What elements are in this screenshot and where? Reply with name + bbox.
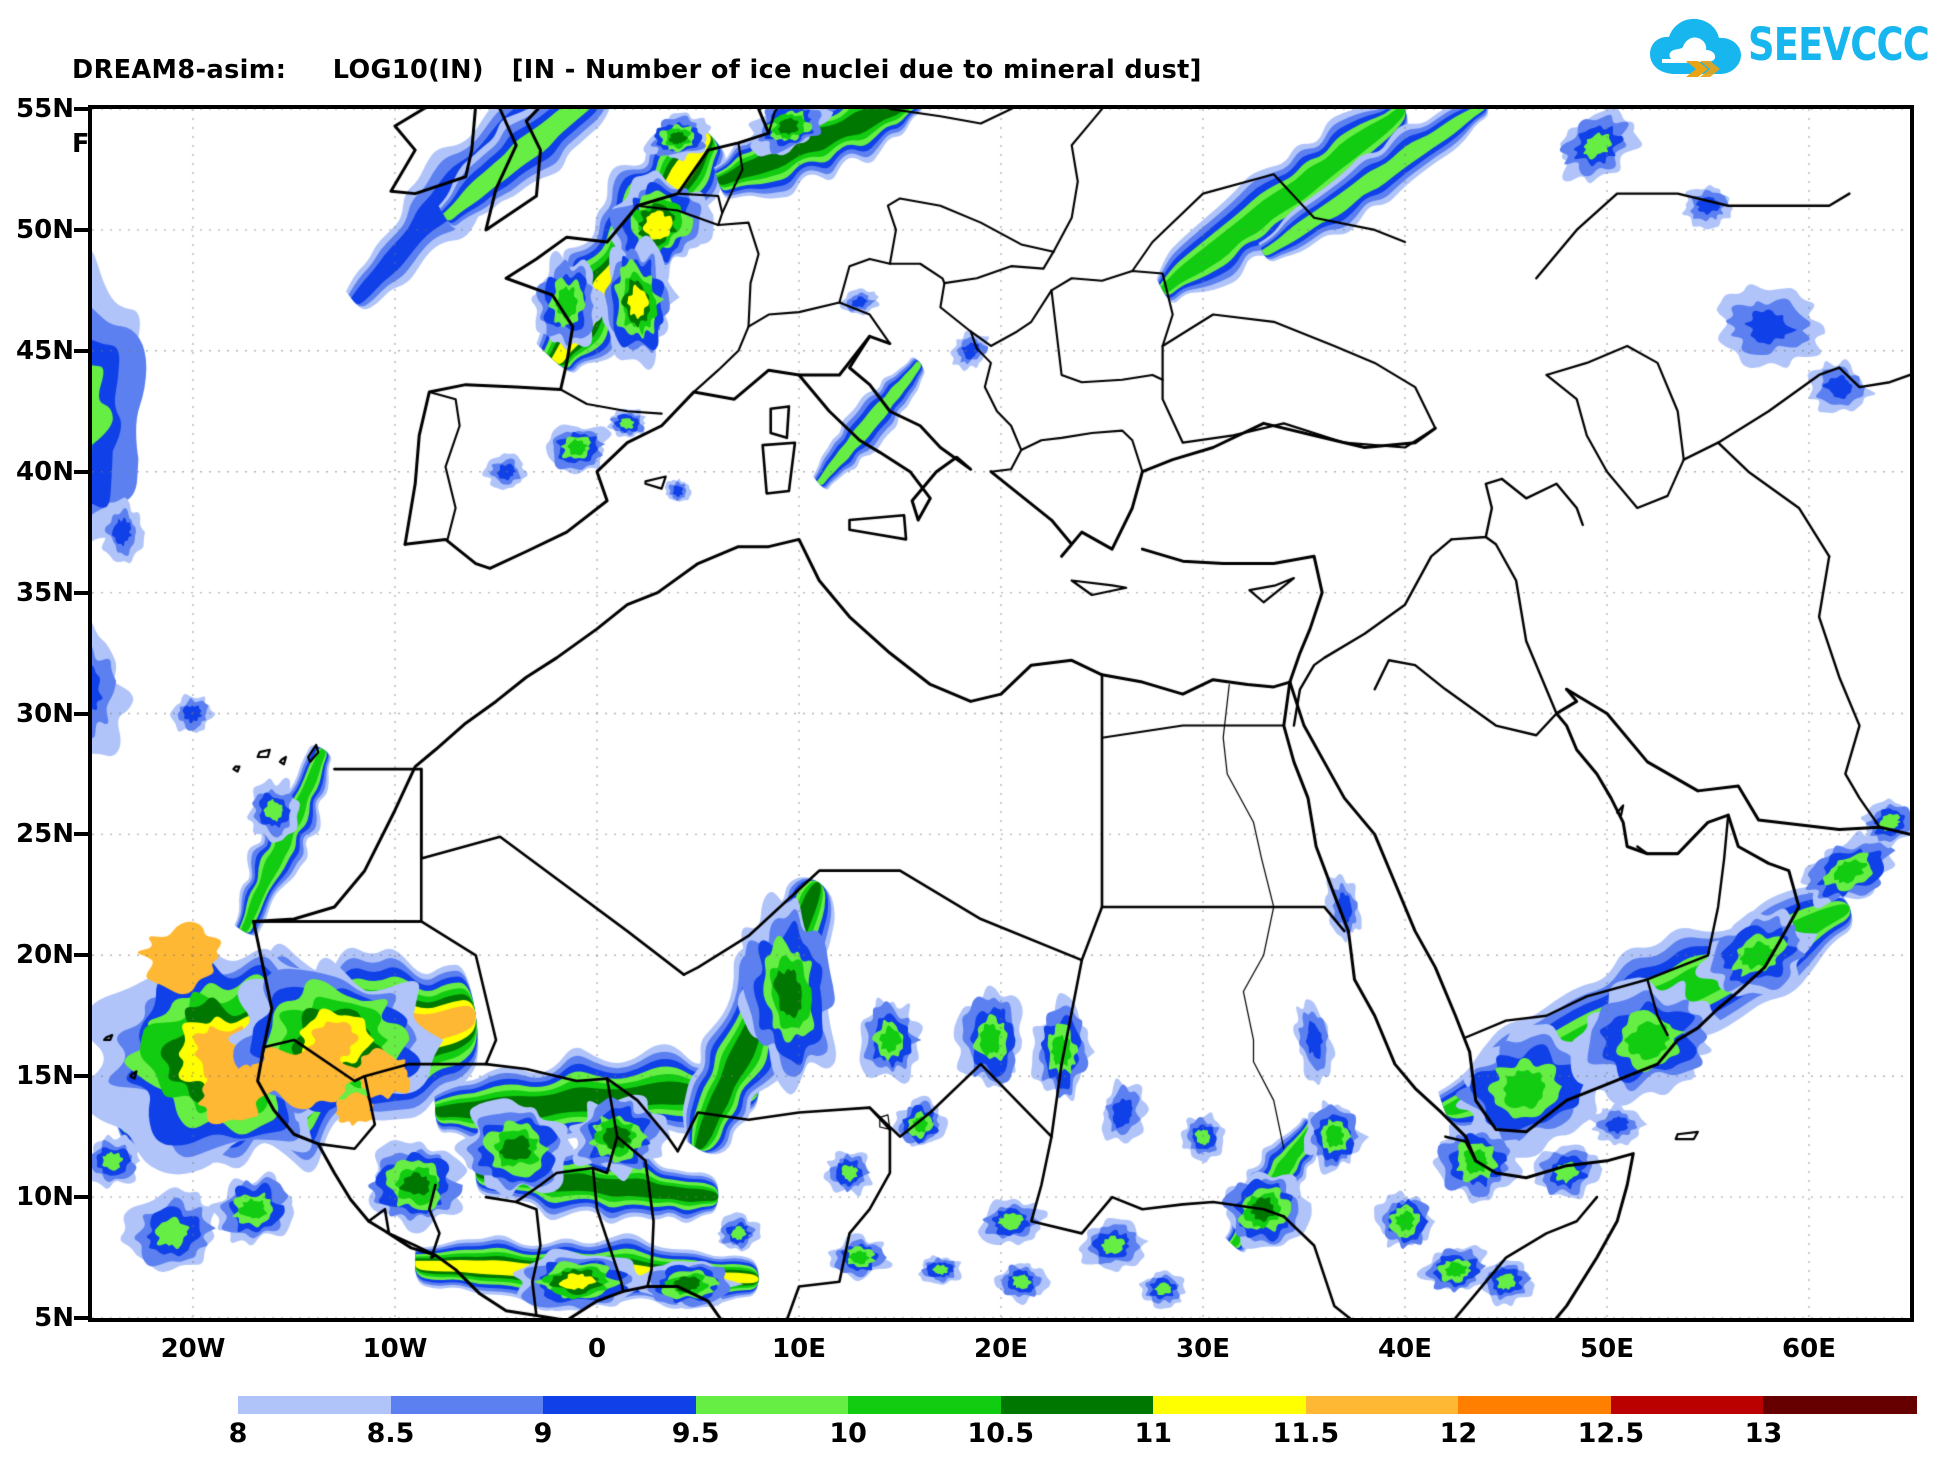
lat-tick-label: 40N (16, 456, 74, 487)
lon-tick-label: 20W (160, 1334, 226, 1364)
colorbar-cell-green (848, 1396, 1002, 1414)
lon-tick-label: 50E (1580, 1334, 1634, 1364)
lon-tick-label: 20E (974, 1334, 1028, 1364)
lat-tick-mark (74, 107, 88, 111)
lon-tick-label: 40E (1378, 1334, 1432, 1364)
colorbar-tick-label: 9.5 (671, 1418, 720, 1449)
colorbar-cell-light-orange (1305, 1396, 1459, 1414)
forecast-map-plot (88, 105, 1914, 1322)
lat-tick-mark (74, 469, 88, 474)
lat-tick-label: 35N (16, 577, 74, 608)
lat-tick-label: 55N (16, 94, 74, 124)
lat-tick-mark (74, 711, 88, 716)
colorbar-tick-label: 8.5 (366, 1418, 415, 1449)
lat-tick-label: 25N (16, 819, 74, 850)
colorbar: 8 8.5 9 9.5 10 10.5 11 11.5 12 12.5 13 (229, 1396, 1917, 1449)
colorbar-cell-red (1610, 1396, 1765, 1414)
lon-tick-label: 10E (772, 1334, 826, 1364)
lat-tick-label: 15N (16, 1061, 74, 1092)
lat-tick-mark (74, 1316, 88, 1320)
cloud-icon (1648, 16, 1744, 78)
colorbar-tick-label: 13 (1744, 1418, 1783, 1449)
lat-tick-label: 20N (16, 940, 74, 971)
colorbar-tick-label: 10.5 (967, 1418, 1035, 1449)
lat-tick-label: 50N (16, 214, 74, 245)
lat-tick-mark (74, 1195, 88, 1200)
colorbar-tick-label: 9 (533, 1418, 553, 1449)
lat-tick-label: 45N (16, 335, 74, 366)
lat-tick-mark (74, 953, 88, 958)
seevccc-logo: SEEVCCC (1648, 12, 1934, 84)
lon-tick-label: 10W (362, 1334, 428, 1364)
lon-tick-label: 60E (1782, 1334, 1836, 1364)
colorbar-cell-yellow (1153, 1396, 1307, 1414)
header: DREAM8-asim: LOG10(IN) [IN - Number of i… (0, 0, 1942, 159)
colorbar-cell-dark-green (1000, 1396, 1154, 1414)
colorbar-tick-label: 11.5 (1272, 1418, 1340, 1449)
lat-tick-label: 5N (34, 1303, 74, 1333)
colorbar-cell-blue (543, 1396, 697, 1414)
lat-tick-mark (74, 832, 88, 837)
colorbar-tick-label: 8 (228, 1418, 248, 1449)
lat-tick-mark (74, 227, 88, 232)
lat-tick-label: 10N (16, 1182, 74, 1213)
colorbar-tick-label: 11 (1134, 1418, 1173, 1449)
lat-tick-mark (74, 590, 88, 595)
colorbar-cell-orange (1458, 1396, 1612, 1414)
colorbar-tick-label: 12 (1439, 1418, 1478, 1449)
lat-tick-mark (74, 1074, 88, 1079)
lon-tick-label: 30E (1176, 1334, 1230, 1364)
lon-tick-label: 0 (587, 1334, 607, 1364)
colorbar-cell-dark-red (1763, 1396, 1917, 1414)
colorbar-tick-label: 10 (829, 1418, 867, 1449)
map-canvas (92, 109, 1910, 1318)
colorbar-cell-light-green (695, 1396, 849, 1414)
logo-text: SEEVCCC (1748, 18, 1930, 71)
lat-tick-label: 30N (16, 698, 74, 729)
colorbar-cell-very-light-blue (238, 1396, 392, 1414)
colorbar-cell-light-blue (390, 1396, 544, 1414)
title-line-1: DREAM8-asim: LOG10(IN) [IN - Number of i… (72, 55, 1202, 85)
lat-tick-mark (74, 348, 88, 353)
colorbar-tick-label: 12.5 (1577, 1418, 1645, 1449)
